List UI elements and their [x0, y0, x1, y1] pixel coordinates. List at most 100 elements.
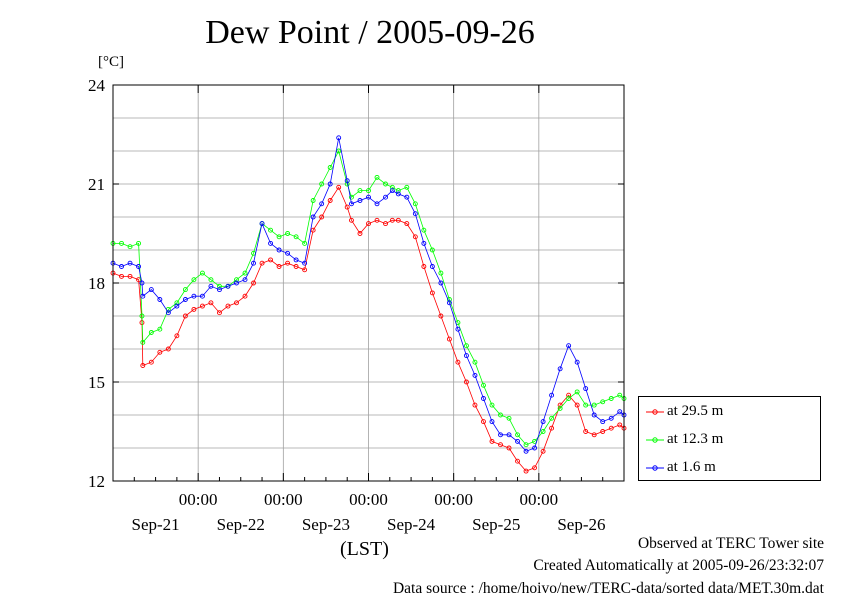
- x-date-label: Sep-22: [217, 515, 265, 534]
- series-0-point: [608, 425, 614, 431]
- series-2-point: [566, 343, 572, 349]
- series-1-point: [366, 188, 371, 194]
- series-1-point: [421, 227, 427, 233]
- series-0-point: [395, 217, 401, 223]
- series-1-point: [591, 402, 597, 408]
- series-0-point: [285, 260, 291, 266]
- series-0-point: [319, 214, 325, 220]
- y-tick-label: 21: [88, 175, 105, 194]
- series-1-point: [174, 300, 180, 306]
- x-axis-label: (LST): [340, 538, 389, 560]
- series-1-point: [139, 313, 145, 319]
- series-2-point: [157, 297, 163, 302]
- series-0-point: [336, 184, 342, 190]
- series-1-point: [357, 188, 363, 194]
- series-1-point: [182, 287, 188, 293]
- series-2-point: [336, 135, 342, 141]
- series-2-point: [127, 260, 133, 266]
- series-0-point: [276, 264, 282, 269]
- series-2-point: [463, 353, 469, 359]
- series-0-point: [344, 204, 350, 210]
- series-2-point: [302, 260, 308, 266]
- series-2-point: [293, 257, 299, 263]
- series-1-point: [489, 402, 495, 408]
- series-0-point: [389, 217, 395, 223]
- series-0-point: [481, 419, 486, 425]
- series-1-point: [617, 392, 623, 398]
- series-1-point: [549, 415, 555, 421]
- series-1-point: [481, 382, 486, 388]
- series-1-point: [472, 359, 478, 365]
- series-0-point: [349, 217, 354, 223]
- x-date-label: Sep-21: [131, 515, 179, 534]
- series-2-point: [472, 372, 478, 378]
- series-2-point: [583, 386, 589, 392]
- series-0-point: [421, 264, 427, 269]
- series-1-point: [395, 188, 401, 194]
- series-2-point: [506, 432, 512, 438]
- series-0-point: [127, 273, 133, 279]
- series-2-point: [446, 300, 452, 306]
- series-2-point: [140, 293, 146, 299]
- series-1-point: [327, 165, 333, 170]
- series-0-point: [310, 227, 316, 233]
- series-2-point: [429, 264, 435, 269]
- y-tick-label: 18: [88, 274, 105, 293]
- series-0-point: [140, 363, 146, 368]
- series-0-point: [472, 402, 478, 408]
- series-0-point: [540, 448, 546, 454]
- series-2-point: [523, 448, 529, 454]
- series-1-point: [136, 240, 142, 246]
- series-2-point: [617, 409, 623, 415]
- series-0-point: [217, 310, 222, 316]
- legend-marker-12-3m: [646, 437, 664, 443]
- series-2-point: [234, 280, 239, 286]
- series-1-point: [557, 405, 563, 411]
- series-2-point: [412, 211, 418, 217]
- series-0-point: [327, 198, 333, 203]
- series-2-point: [489, 419, 495, 425]
- x-date-label: Sep-25: [472, 515, 520, 534]
- series-1-point: [127, 244, 133, 250]
- series-0-point: [234, 300, 239, 306]
- series-2-point: [481, 396, 486, 401]
- series-2-point: [515, 438, 520, 444]
- series-1-point: [389, 184, 395, 190]
- series-0-point: [549, 425, 555, 431]
- series-2-point: [404, 194, 410, 200]
- series-1-point: [374, 174, 380, 180]
- series-2-point: [199, 293, 205, 299]
- series-2-point: [608, 415, 614, 421]
- series-2-point: [455, 326, 461, 332]
- x-tick-time-label: 00:00: [264, 490, 303, 509]
- x-date-label: Sep-23: [302, 515, 350, 534]
- series-2-point: [208, 283, 214, 289]
- series-0-point: [148, 359, 154, 365]
- series-1-point: [148, 330, 154, 335]
- series-1-point: [276, 234, 282, 240]
- series-2-point: [574, 359, 580, 365]
- x-tick-time-label: 00:00: [349, 490, 388, 509]
- series-1-point: [234, 277, 239, 283]
- series-1-point: [438, 270, 444, 276]
- series-1-point: [191, 277, 197, 283]
- series-0-point: [574, 402, 580, 408]
- series-0-point: [251, 280, 256, 286]
- series-2-point: [139, 280, 145, 286]
- series-1-point: [412, 201, 418, 207]
- series-0-point: [412, 234, 418, 240]
- series-2-point: [268, 240, 274, 246]
- series-0-point: [532, 465, 538, 471]
- series-2-point: [148, 287, 154, 293]
- series-2-point: [395, 191, 401, 197]
- legend-label-29-5m: at 29.5 m: [667, 403, 724, 419]
- series-0-point: [455, 359, 461, 365]
- x-date-label: Sep-26: [557, 515, 605, 534]
- series-2-point: [319, 201, 325, 207]
- series-0-point: [225, 303, 231, 309]
- series-2-point: [136, 264, 142, 269]
- series-0-point: [374, 217, 380, 223]
- series-0-point: [523, 468, 529, 474]
- series-2-point: [119, 264, 124, 269]
- series-0-point: [366, 221, 371, 227]
